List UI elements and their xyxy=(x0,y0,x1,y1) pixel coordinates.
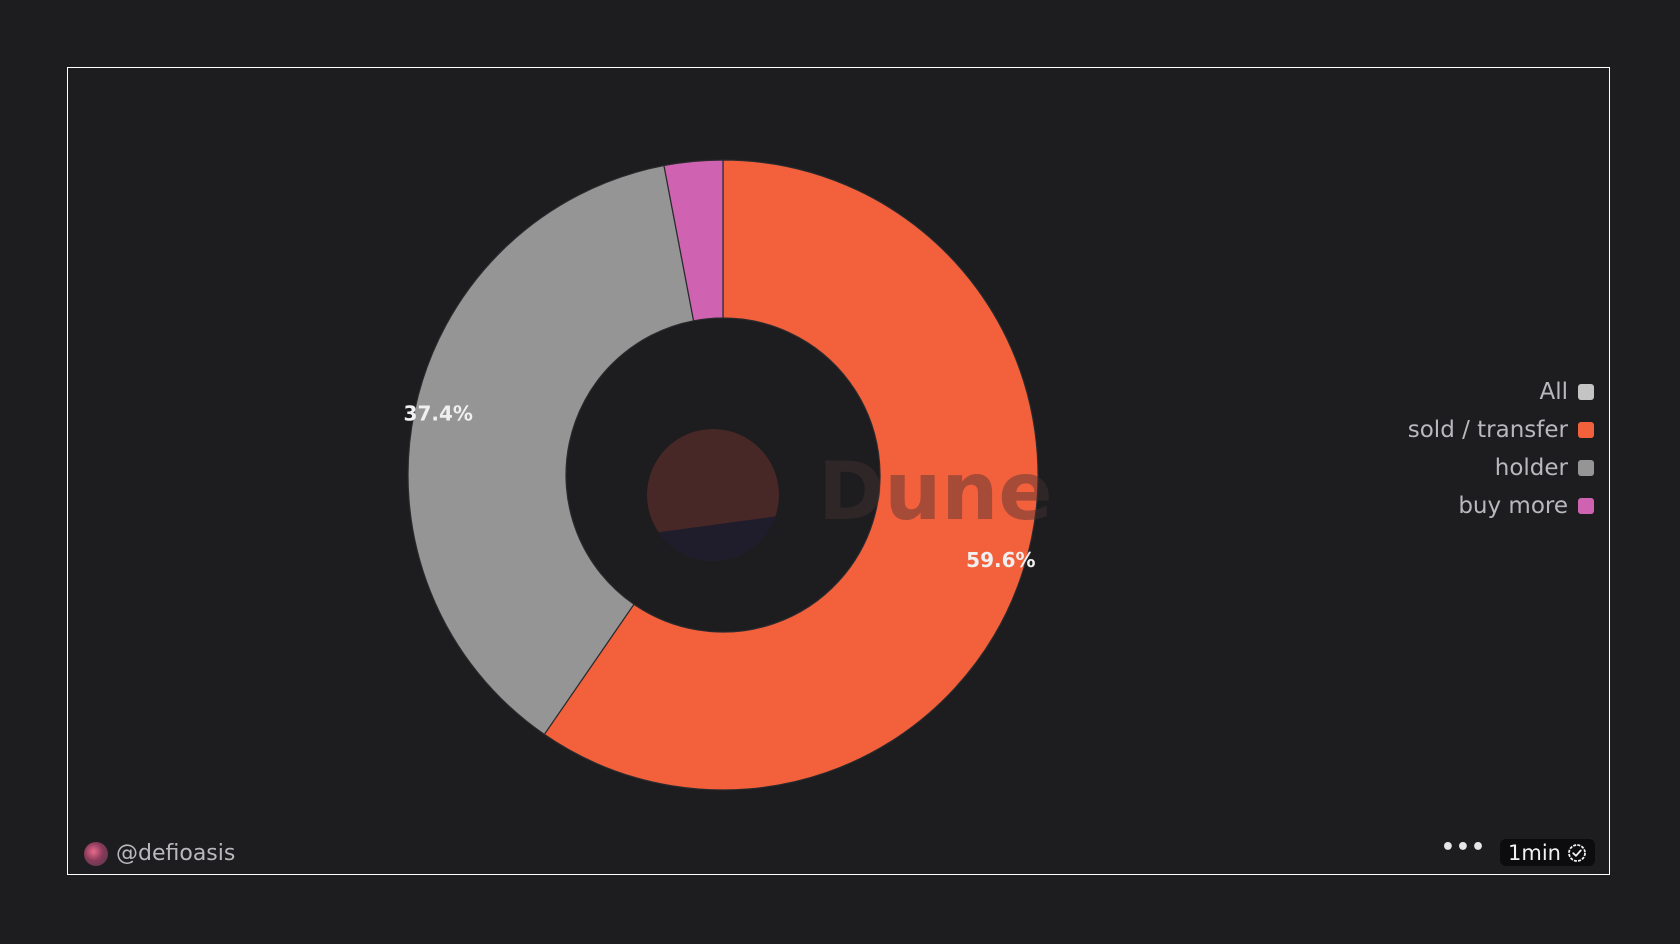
legend-label: holder xyxy=(1494,455,1568,481)
legend-item-all[interactable]: All xyxy=(1408,373,1594,411)
check-circle-icon xyxy=(1568,843,1586,862)
watermark-logo-bottom xyxy=(658,516,776,562)
legend-swatch xyxy=(1578,498,1594,514)
chart-legend: All sold / transfer holder buy more xyxy=(1408,373,1594,525)
chart-panel: Dune 59.6% 37.4% All sold / transfer hold… xyxy=(67,67,1610,875)
donut-chart: Dune 59.6% 37.4% xyxy=(404,159,1053,791)
legend-label: All xyxy=(1539,379,1568,405)
data-label: 37.4% xyxy=(404,402,473,426)
legend-item-buy-more[interactable]: buy more xyxy=(1408,487,1594,525)
legend-item-holder[interactable]: holder xyxy=(1408,449,1594,487)
author-name: @defioasis xyxy=(116,841,236,866)
data-label: 59.6% xyxy=(966,548,1035,572)
legend-label: sold / transfer xyxy=(1407,417,1568,443)
author-link[interactable]: @defioasis xyxy=(84,841,235,866)
avatar xyxy=(84,841,108,866)
refresh-badge[interactable]: 1min xyxy=(1500,839,1595,866)
pie-slice-sold-transfer[interactable] xyxy=(543,159,1039,791)
pie-slice-buy-more[interactable] xyxy=(663,159,724,322)
watermark-text: Dune xyxy=(818,445,1053,538)
footer-actions: ••• 1min xyxy=(1440,834,1595,866)
refresh-interval-label: 1min xyxy=(1508,840,1561,865)
more-options-button[interactable]: ••• xyxy=(1440,834,1487,860)
legend-label: buy more xyxy=(1458,493,1568,519)
legend-swatch xyxy=(1578,460,1594,476)
legend-item-sold-transfer[interactable]: sold / transfer xyxy=(1408,411,1594,449)
dune-watermark: Dune xyxy=(647,429,1053,562)
legend-swatch xyxy=(1578,422,1594,438)
legend-swatch xyxy=(1578,384,1594,400)
pie-slice-holder[interactable] xyxy=(407,164,695,736)
